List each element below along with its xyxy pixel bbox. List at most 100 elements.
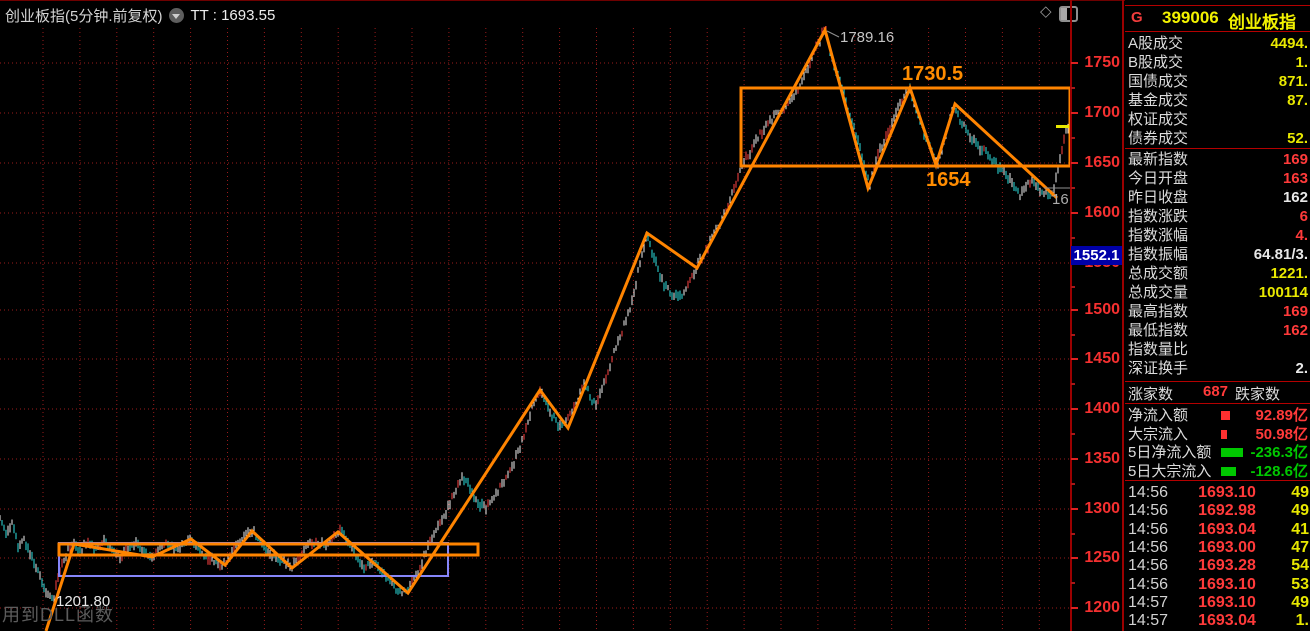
info-value: 163 <box>1282 170 1308 187</box>
chevron-down-icon[interactable] <box>168 7 184 23</box>
high-label: 1789.16 <box>840 29 895 46</box>
upper-range-box[interactable] <box>739 86 1070 168</box>
lower-range-box-blue[interactable] <box>58 542 449 577</box>
chart-grid <box>0 28 1070 631</box>
tick-volume: 54 <box>1291 557 1309 575</box>
chart-title-bar: 创业板指(5分钟.前复权) TT : 1693.55 <box>0 2 1068 28</box>
flow-row: 大宗流入 50.98亿 <box>1125 425 1310 443</box>
axis-tick <box>1071 212 1078 214</box>
axis-separator-line <box>1070 0 1072 631</box>
info-value: 162 <box>1282 189 1308 206</box>
info-value: 87. <box>1287 92 1308 109</box>
info-value: 169 <box>1282 303 1308 320</box>
tick-row: 14:57 1693.10 49 <box>1125 594 1310 612</box>
axis-minor-tick <box>1071 334 1075 336</box>
breadth-up-label: 涨家数 <box>1128 386 1174 403</box>
watermark-text: 用到DLL函数 <box>2 605 115 625</box>
info-value: 169 <box>1282 151 1308 168</box>
axis-tick <box>1071 112 1078 114</box>
price-chart[interactable] <box>0 0 1070 631</box>
info-label: 指数量比 <box>1128 341 1189 358</box>
tick-volume: 53 <box>1291 575 1309 593</box>
tick-time: 14:56 <box>1128 520 1169 538</box>
panel-divider <box>1125 480 1310 481</box>
tick-time: 14:57 <box>1128 612 1169 630</box>
trend-zigzag-line[interactable] <box>44 25 1059 631</box>
axis-minor-tick <box>1071 433 1075 435</box>
diamond-icon[interactable]: ◇ <box>1040 3 1052 20</box>
flow-bar <box>1221 411 1230 420</box>
flow-row: 5日净流入额 -236.3亿 <box>1125 443 1310 461</box>
info-label: 总成交量 <box>1128 284 1189 301</box>
annotation-pointer <box>826 30 840 38</box>
info-row: 昨日收盘 162 <box>1125 188 1310 207</box>
tick-price: 1693.10 <box>1198 593 1256 611</box>
info-value: 100114 <box>1258 284 1308 301</box>
tick-price: 1693.04 <box>1198 520 1256 538</box>
info-label: 指数涨跌 <box>1128 208 1189 225</box>
flow-row: 5日大宗流入 -128.6亿 <box>1125 462 1310 480</box>
axis-minor-tick <box>1071 286 1075 288</box>
axis-price-label: 1500 <box>1084 301 1120 318</box>
axis-minor-tick <box>1071 533 1075 535</box>
tick-price: 1693.10 <box>1198 575 1256 593</box>
axis-tick <box>1071 62 1078 64</box>
tick-volume: 49 <box>1291 484 1309 501</box>
info-label: 最高指数 <box>1128 303 1189 320</box>
tick-row: 14:56 1693.04 41 <box>1125 521 1310 539</box>
symbol-name: 创业板指 <box>1228 13 1296 32</box>
axis-price-label: 1450 <box>1084 350 1120 367</box>
tick-time: 14:56 <box>1128 557 1169 575</box>
flow-bar <box>1221 429 1227 439</box>
panel-divider <box>1125 148 1310 149</box>
info-value: 6 <box>1299 208 1308 225</box>
axis-price-label: 1700 <box>1084 104 1120 121</box>
last-price-dash <box>1056 125 1069 128</box>
info-label: 总成交额 <box>1128 265 1189 282</box>
flow-value: -236.3亿 <box>1250 444 1308 461</box>
info-label: 国债成交 <box>1128 73 1189 90</box>
axis-price-label: 1400 <box>1084 400 1120 417</box>
axis-tick <box>1071 358 1078 360</box>
axis-tick <box>1071 557 1078 559</box>
axis-price-label: 1350 <box>1084 450 1120 467</box>
tick-row: 14:57 1693.04 1. <box>1125 612 1310 630</box>
breadth-row: 涨家数 687 跌家数 <box>1125 383 1310 403</box>
tick-row: 14:56 1693.28 54 <box>1125 557 1310 575</box>
tick-volume: 1. <box>1295 612 1309 630</box>
axis-minor-tick <box>1071 87 1075 89</box>
info-label: B股成交 <box>1128 54 1184 71</box>
info-row: 深证换手 2. <box>1125 359 1310 378</box>
indicator-value: TT : 1693.55 <box>190 6 276 24</box>
tick-volume: 49 <box>1291 593 1309 611</box>
chart-title: 创业板指(5分钟.前复权) <box>5 7 163 25</box>
lower-range-box-orange[interactable] <box>57 542 480 557</box>
axis-tick <box>1071 458 1078 460</box>
axis-tick <box>1071 408 1078 410</box>
info-row: 总成交量 100114 <box>1125 283 1310 302</box>
panel-divider <box>1125 5 1310 6</box>
panel-divider <box>1125 381 1310 382</box>
info-row: 指数涨跌 6 <box>1125 207 1310 226</box>
flow-label: 净流入额 <box>1128 407 1189 424</box>
tick-volume: 49 <box>1291 502 1309 520</box>
tick-time: 14:56 <box>1128 538 1169 556</box>
info-row: A股成交 4494. <box>1125 34 1310 53</box>
info-row: 最新指数 169 <box>1125 150 1310 169</box>
flow-label: 大宗流入 <box>1128 425 1189 443</box>
info-label: 深证换手 <box>1128 360 1189 377</box>
info-row: 总成交额 1221. <box>1125 264 1310 283</box>
info-label: 今日开盘 <box>1128 170 1189 187</box>
info-value: 1221. <box>1270 265 1308 282</box>
tick-row: 14:56 1693.00 47 <box>1125 539 1310 557</box>
tick-volume: 41 <box>1291 520 1309 538</box>
panel-toggle-icon[interactable] <box>1059 6 1078 22</box>
panel-toggle-fill <box>1061 8 1067 20</box>
panel-divider <box>1125 403 1310 404</box>
info-row: B股成交 1. <box>1125 53 1310 72</box>
tick-time: 14:56 <box>1128 502 1169 520</box>
tick-row: 14:56 1692.98 49 <box>1125 502 1310 520</box>
flow-value: 92.89亿 <box>1255 407 1308 424</box>
info-value: 1. <box>1295 54 1308 71</box>
info-row: 权证成交 <box>1125 110 1310 129</box>
